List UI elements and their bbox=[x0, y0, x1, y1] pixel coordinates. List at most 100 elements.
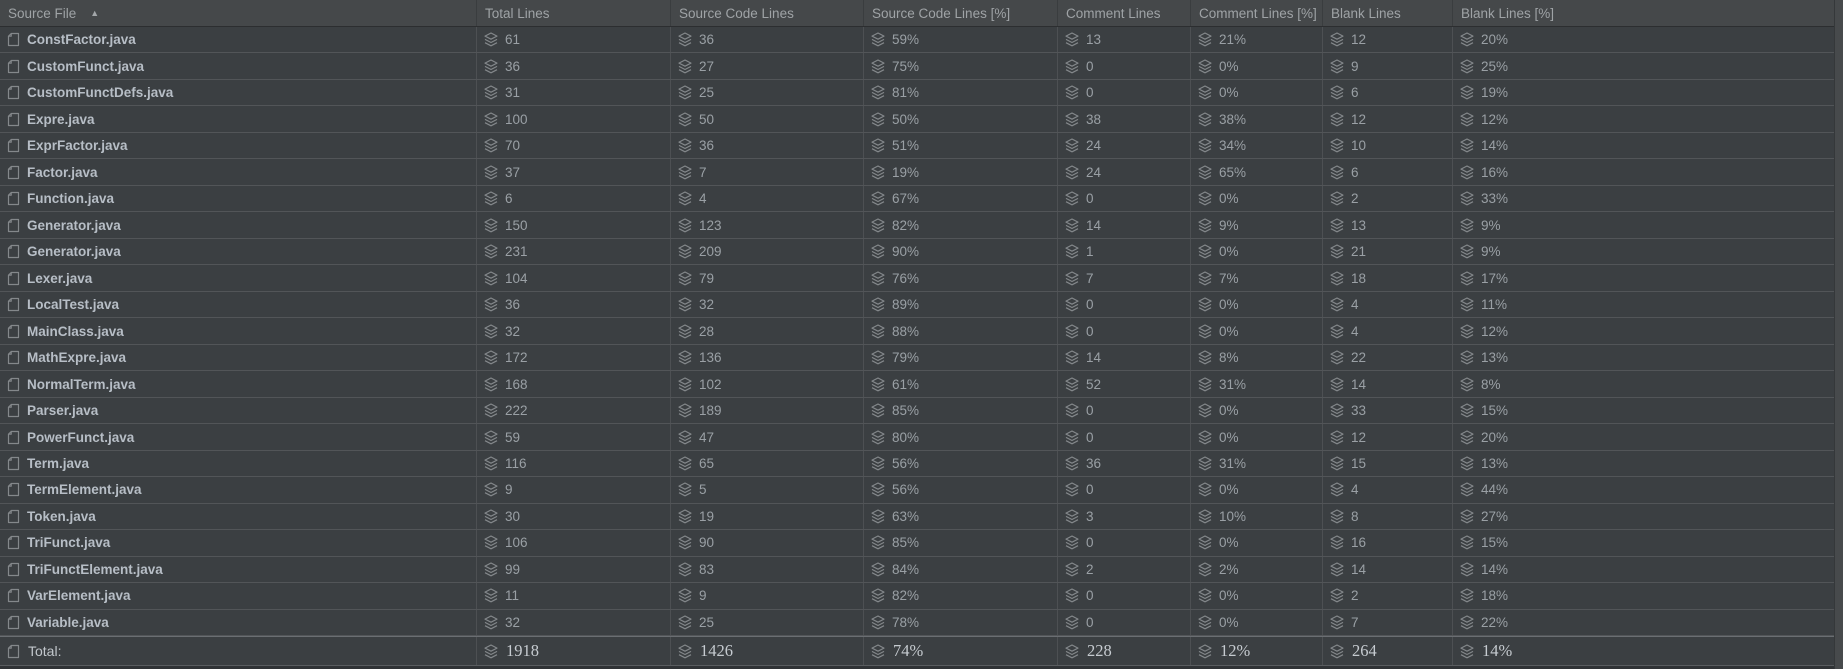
metric-value: 4 bbox=[1351, 323, 1359, 339]
metric-cell: 106 bbox=[476, 530, 670, 556]
vertical-scrollbar[interactable] bbox=[1834, 0, 1843, 669]
source-file-cell: TriFunctElement.java bbox=[0, 557, 476, 582]
metric-value: 15% bbox=[1481, 403, 1509, 419]
table-row[interactable]: PowerFunct.java 59 47 80% 0 0% 12 20% bbox=[0, 424, 1834, 451]
metric-cell: 78% bbox=[863, 609, 1057, 636]
metric-cell: 10 bbox=[1322, 132, 1452, 159]
lines-stack-icon bbox=[1330, 350, 1344, 365]
table-row[interactable]: CustomFunctDefs.java 31 25 81% 0 0% 6 19% bbox=[0, 79, 1834, 107]
metric-cell: 12% bbox=[1452, 318, 1834, 344]
metric-value: 9% bbox=[1481, 217, 1501, 233]
metric-cell: 25 bbox=[670, 79, 863, 106]
column-header-source-file[interactable]: Source File ▲ bbox=[0, 0, 476, 26]
metric-cell: 2 bbox=[1057, 556, 1190, 583]
metric-value: 9 bbox=[1351, 58, 1359, 74]
source-file-cell: LocalTest.java bbox=[0, 292, 476, 317]
lines-stack-icon bbox=[1198, 482, 1212, 497]
lines-stack-icon bbox=[678, 85, 692, 100]
table-row[interactable]: Token.java 30 19 63% 3 10% 8 27% bbox=[0, 503, 1834, 531]
lines-stack-icon bbox=[484, 456, 498, 471]
table-row[interactable]: TriFunct.java 106 90 85% 0 0% 16 15% bbox=[0, 530, 1834, 557]
lines-stack-icon bbox=[484, 59, 498, 74]
table-row[interactable]: Parser.java 222 189 85% 0 0% 33 15% bbox=[0, 397, 1834, 425]
lines-stack-icon bbox=[871, 615, 885, 630]
lines-stack-icon bbox=[678, 615, 692, 630]
table-row[interactable]: CustomFunct.java 36 27 75% 0 0% 9 25% bbox=[0, 53, 1834, 80]
metric-cell: 14 bbox=[1057, 344, 1190, 371]
table-row[interactable]: Variable.java 32 25 78% 0 0% 7 22% bbox=[0, 609, 1834, 637]
table-row[interactable]: Generator.java 150 123 82% 14 9% 13 9% bbox=[0, 212, 1834, 239]
metric-cell: 18% bbox=[1452, 583, 1834, 609]
metric-value: 25% bbox=[1481, 58, 1509, 74]
column-header-source-code-lines[interactable]: Source Code Lines bbox=[670, 0, 863, 26]
table-row[interactable]: MathExpre.java 172 136 79% 14 8% 22 13% bbox=[0, 344, 1834, 372]
metric-cell: 20% bbox=[1452, 424, 1834, 450]
lines-stack-icon bbox=[871, 482, 885, 497]
lines-stack-icon bbox=[1198, 59, 1212, 74]
table-row[interactable]: ConstFactor.java 61 36 59% 13 21% 12 20% bbox=[0, 27, 1834, 54]
table-row[interactable]: Lexer.java 104 79 76% 7 7% 18 17% bbox=[0, 265, 1834, 292]
metric-cell: 0% bbox=[1190, 53, 1322, 79]
column-header-label: Source Code Lines [%] bbox=[872, 5, 1011, 21]
source-file-cell: Parser.java bbox=[0, 398, 476, 423]
metric-cell: 44% bbox=[1452, 477, 1834, 503]
column-header-total-lines[interactable]: Total Lines bbox=[476, 0, 670, 26]
lines-stack-icon bbox=[1198, 376, 1212, 392]
metric-value: 24 bbox=[1086, 164, 1102, 180]
table-row[interactable]: VarElement.java 11 9 82% 0 0% 2 18% bbox=[0, 583, 1834, 610]
total-metric-value: 12% bbox=[1220, 641, 1251, 660]
source-file-cell: CustomFunctDefs.java bbox=[0, 80, 476, 105]
lines-stack-icon bbox=[1460, 138, 1474, 153]
table-row[interactable]: TriFunctElement.java 99 83 84% 2 2% 14 14% bbox=[0, 556, 1834, 584]
column-header-comment-lines-pct[interactable]: Comment Lines [%] bbox=[1190, 0, 1322, 26]
metric-value: 7% bbox=[1219, 270, 1239, 286]
lines-stack-icon bbox=[1065, 429, 1079, 445]
column-header-blank-lines[interactable]: Blank Lines bbox=[1322, 0, 1452, 26]
lines-stack-icon bbox=[1460, 85, 1474, 100]
table-row[interactable]: LocalTest.java 36 32 89% 0 0% 4 11% bbox=[0, 291, 1834, 319]
metric-cell: 25% bbox=[1452, 53, 1834, 79]
lines-stack-icon bbox=[678, 244, 692, 259]
column-header-source-code-lines-pct[interactable]: Source Code Lines [%] bbox=[863, 0, 1057, 26]
column-header-comment-lines[interactable]: Comment Lines bbox=[1057, 0, 1190, 26]
metric-value: 6 bbox=[505, 191, 513, 207]
metric-value: 172 bbox=[505, 350, 528, 366]
table-row[interactable]: MainClass.java 32 28 88% 0 0% 4 12% bbox=[0, 318, 1834, 345]
lines-stack-icon bbox=[1330, 191, 1344, 206]
lines-stack-icon bbox=[1460, 191, 1474, 206]
table-row[interactable]: TermElement.java 9 5 56% 0 0% 4 44% bbox=[0, 477, 1834, 504]
table-row[interactable]: Function.java 6 4 67% 0 0% 2 33% bbox=[0, 185, 1834, 213]
lines-stack-icon bbox=[1065, 376, 1079, 392]
lines-stack-icon bbox=[484, 615, 498, 630]
column-header-blank-lines-pct[interactable]: Blank Lines [%] bbox=[1452, 0, 1834, 26]
lines-stack-icon bbox=[1330, 376, 1344, 392]
table-row[interactable]: Expre.java 100 50 50% 38 38% 12 12% bbox=[0, 106, 1834, 133]
lines-stack-icon bbox=[1330, 138, 1344, 153]
file-name-label: ExprFactor.java bbox=[27, 138, 128, 154]
metric-value: 104 bbox=[505, 270, 528, 286]
file-icon bbox=[7, 430, 20, 445]
table-row[interactable]: Factor.java 37 7 19% 24 65% 6 16% bbox=[0, 159, 1834, 186]
metric-cell: 15% bbox=[1452, 530, 1834, 556]
lines-stack-icon bbox=[678, 59, 692, 74]
table-row[interactable]: Generator.java 231 209 90% 1 0% 21 9% bbox=[0, 238, 1834, 266]
lines-stack-icon bbox=[871, 456, 885, 471]
metric-value: 19 bbox=[699, 508, 715, 524]
table-row[interactable]: Term.java 116 65 56% 36 31% 15 13% bbox=[0, 450, 1834, 478]
metric-value: 19% bbox=[1481, 85, 1509, 101]
metric-cell: 9 bbox=[1322, 53, 1452, 79]
file-name-label: Factor.java bbox=[27, 164, 98, 180]
file-icon bbox=[7, 535, 20, 550]
file-icon bbox=[7, 59, 20, 74]
metric-value: 12 bbox=[1351, 111, 1367, 127]
lines-stack-icon bbox=[1330, 323, 1344, 339]
metric-value: 17% bbox=[1481, 270, 1509, 286]
metric-cell: 0 bbox=[1057, 477, 1190, 503]
metric-value: 22% bbox=[1481, 614, 1509, 630]
table-row[interactable]: ExprFactor.java 70 36 51% 24 34% 10 14% bbox=[0, 132, 1834, 160]
file-name-label: LocalTest.java bbox=[27, 297, 120, 313]
metric-value: 25 bbox=[699, 85, 715, 101]
table-row[interactable]: NormalTerm.java 168 102 61% 52 31% 14 8% bbox=[0, 371, 1834, 398]
metric-cell: 18 bbox=[1322, 265, 1452, 291]
metric-cell: 3 bbox=[1057, 503, 1190, 530]
